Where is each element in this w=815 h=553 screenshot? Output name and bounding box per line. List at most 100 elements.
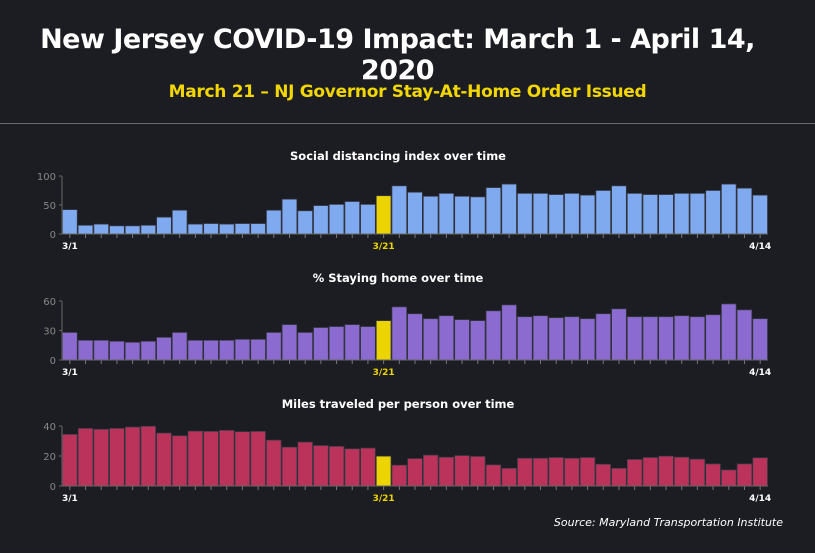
bar	[501, 304, 517, 361]
divider	[0, 123, 815, 124]
bar	[407, 458, 423, 487]
bar	[548, 317, 564, 361]
x-tick-label: 3/21	[373, 494, 395, 504]
chart-title: % Staying home over time	[313, 271, 484, 285]
bar	[140, 425, 156, 487]
bar	[203, 339, 219, 361]
bar	[297, 210, 313, 235]
chart-miles: Miles traveled per person over time 0 20 40…	[43, 397, 771, 504]
bar	[234, 223, 251, 235]
bar	[501, 467, 517, 487]
bar	[517, 193, 533, 235]
bar	[485, 464, 502, 487]
bar	[313, 445, 329, 487]
y-tick-label: 0	[50, 356, 56, 367]
bar	[595, 463, 611, 487]
y-tick-label: 100	[37, 172, 56, 183]
bar	[234, 431, 251, 487]
bar	[407, 191, 423, 235]
bar	[344, 448, 360, 487]
bar	[564, 193, 580, 235]
bar	[250, 339, 266, 361]
y-tick-label: 60	[43, 297, 56, 308]
bar	[438, 456, 455, 487]
bar	[281, 198, 298, 235]
bar	[77, 224, 94, 235]
bar	[344, 201, 360, 235]
bar	[752, 318, 768, 361]
y-tick-label: 0	[50, 482, 56, 493]
chart-title: Miles traveled per person over time	[282, 397, 515, 411]
bar	[171, 435, 188, 487]
bar	[689, 458, 706, 487]
bar	[501, 183, 517, 235]
bar	[360, 447, 376, 487]
bar	[140, 224, 156, 235]
bar	[517, 316, 533, 361]
bar	[705, 190, 721, 235]
bar	[674, 193, 690, 235]
x-tick-label: 3/1	[62, 494, 78, 504]
bar	[454, 195, 470, 235]
bar	[438, 193, 455, 235]
bar	[77, 339, 94, 361]
bar	[250, 431, 266, 487]
bar	[156, 432, 172, 487]
bar	[140, 340, 156, 361]
chart-social: Social distancing index over time 0 50 100 3…	[37, 149, 771, 252]
bar	[187, 430, 204, 487]
y-tick-label: 40	[43, 422, 56, 433]
bar	[187, 339, 204, 361]
bar	[595, 190, 611, 235]
bar	[642, 194, 659, 235]
bar	[532, 457, 549, 487]
bar	[234, 339, 251, 361]
y-tick-label: 20	[43, 452, 56, 463]
bar	[62, 332, 78, 361]
bar	[752, 194, 768, 235]
bar	[642, 457, 659, 487]
bar	[658, 316, 674, 361]
bar	[391, 306, 408, 361]
bar	[375, 195, 392, 235]
bar	[721, 303, 737, 361]
bar	[281, 446, 298, 487]
bar	[454, 455, 470, 487]
bar	[109, 225, 125, 235]
bar	[752, 457, 768, 487]
bar	[611, 467, 627, 487]
bar	[156, 216, 172, 235]
bar	[109, 428, 125, 487]
x-tick-label: 3/1	[62, 368, 78, 378]
x-tick-label: 3/1	[62, 242, 78, 252]
bar	[642, 316, 659, 361]
bar	[517, 457, 533, 487]
bar	[689, 193, 706, 235]
bar	[579, 194, 596, 235]
bar	[266, 439, 282, 487]
bar	[187, 223, 204, 235]
bar	[470, 456, 486, 487]
bar	[203, 223, 219, 235]
bar	[219, 339, 235, 361]
bar	[611, 308, 627, 361]
bar	[705, 463, 721, 487]
bar	[297, 332, 313, 361]
bar	[626, 316, 643, 361]
bar	[360, 204, 376, 235]
bar	[736, 309, 753, 361]
bar	[281, 324, 298, 361]
bar	[532, 193, 549, 235]
bar	[77, 428, 94, 487]
bar	[721, 183, 737, 235]
bar	[391, 464, 408, 487]
page-title: New Jersey COVID-19 Impact: March 1 - Ap…	[40, 24, 755, 86]
bar	[328, 326, 345, 361]
bar	[391, 185, 408, 235]
bar	[266, 209, 282, 235]
x-tick-label: 3/21	[373, 242, 395, 252]
bar	[124, 341, 141, 361]
bar	[62, 434, 78, 487]
bar	[564, 316, 580, 361]
bar	[62, 209, 78, 235]
